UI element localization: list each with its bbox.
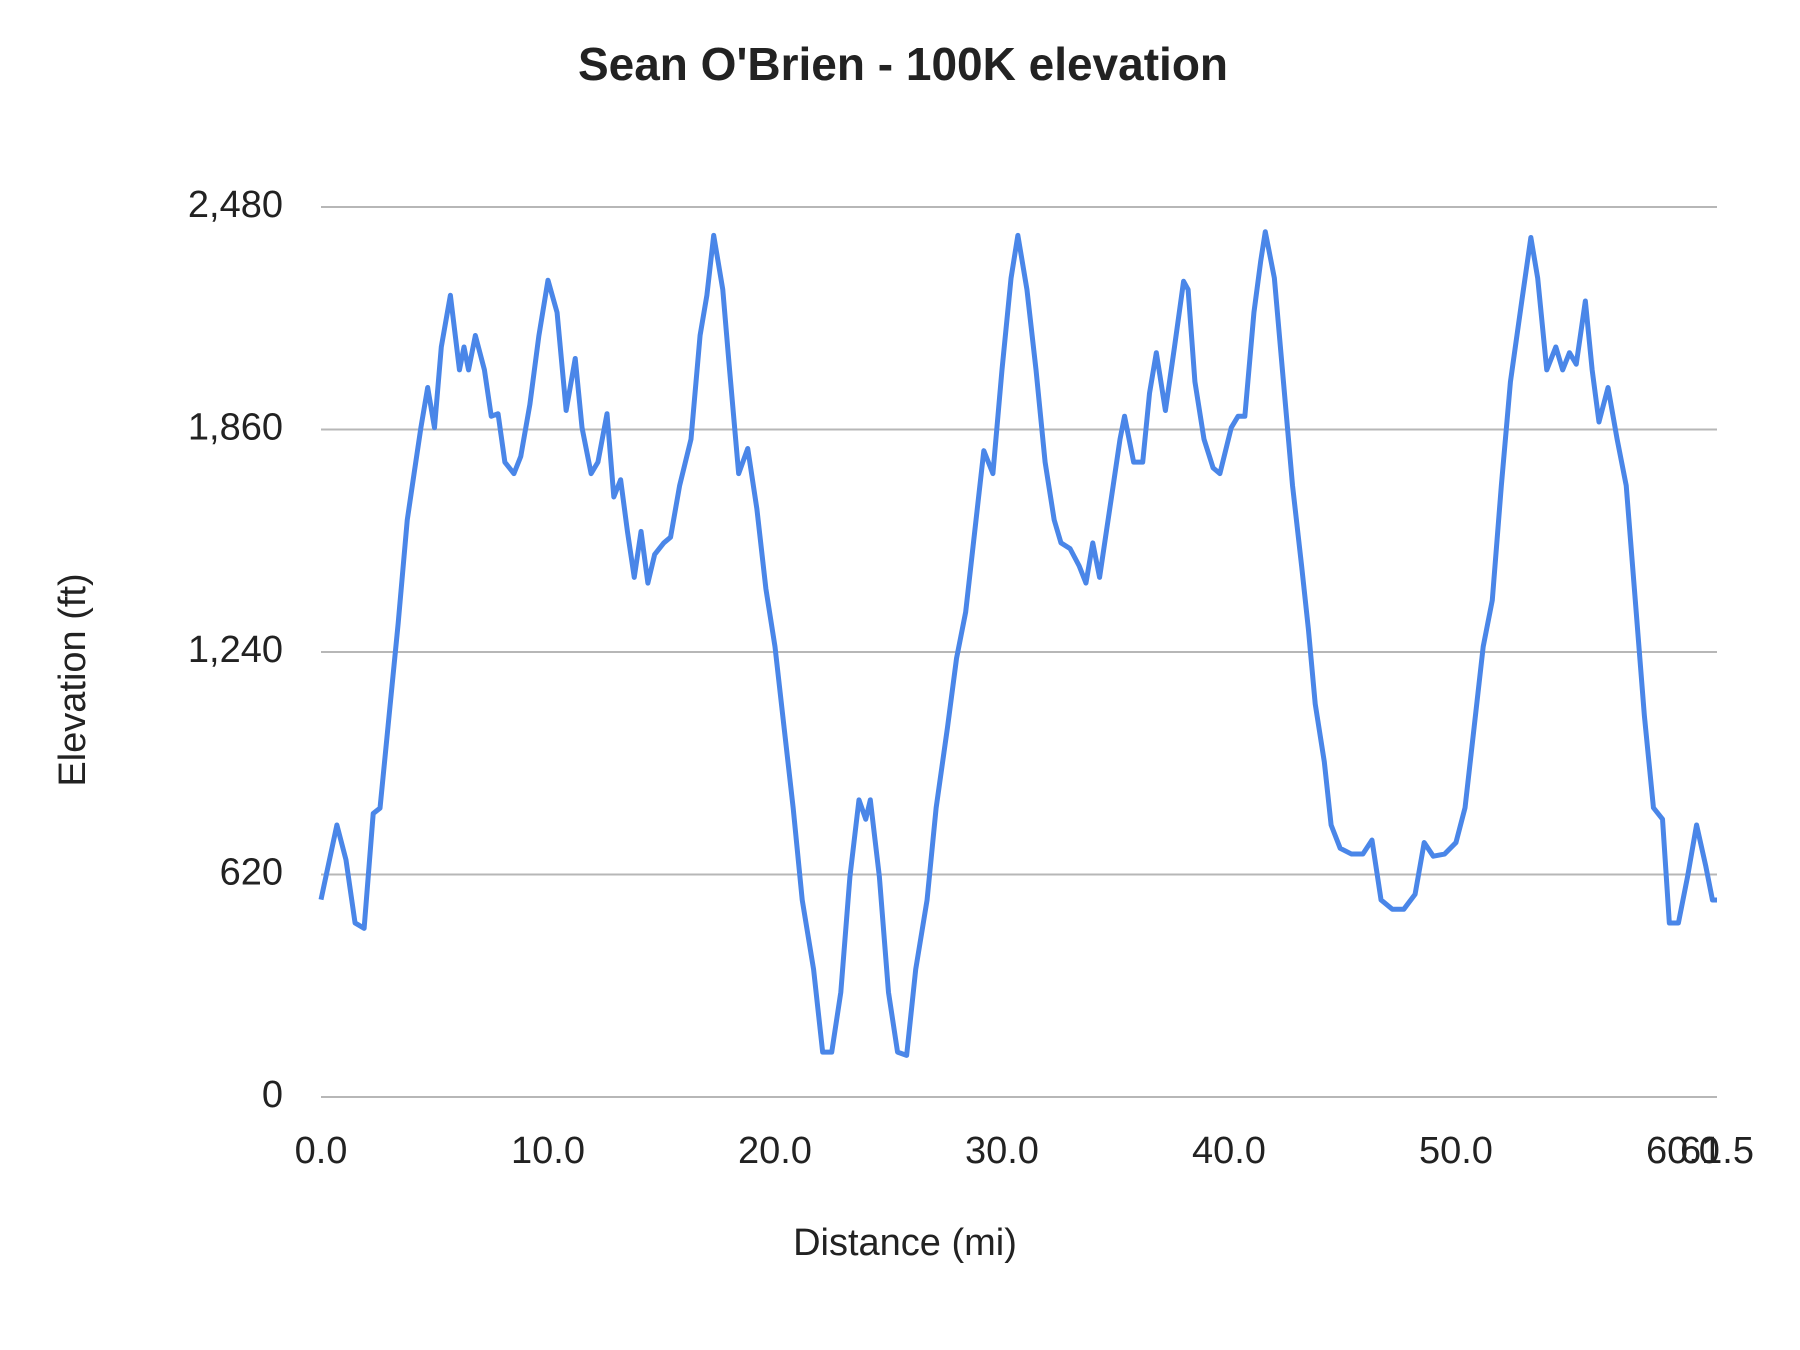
y-tick-label: 2,480: [188, 184, 283, 226]
x-tick-label: 0.0: [295, 1130, 348, 1172]
x-tick-label: 40.0: [1192, 1130, 1266, 1172]
elevation-line: [318, 229, 1717, 1058]
x-tick-label: 20.0: [738, 1130, 812, 1172]
x-tick-label: 30.0: [965, 1130, 1039, 1172]
x-tick-label: 10.0: [511, 1130, 585, 1172]
x-tick-label: 50.0: [1419, 1130, 1493, 1172]
x-tick-label: 61.5: [1680, 1130, 1754, 1172]
y-tick-label: 0: [262, 1074, 283, 1116]
x-tick-label: 60.0: [1646, 1130, 1720, 1172]
y-tick-label: 620: [220, 852, 283, 894]
y-tick-label: 1,860: [188, 407, 283, 449]
x-axis-title: Distance (mi): [793, 1222, 1017, 1264]
chart-title: Sean O'Brien - 100K elevation: [578, 38, 1228, 90]
y-axis-title: Elevation (ft): [52, 573, 94, 786]
y-tick-label: 1,240: [188, 629, 283, 671]
